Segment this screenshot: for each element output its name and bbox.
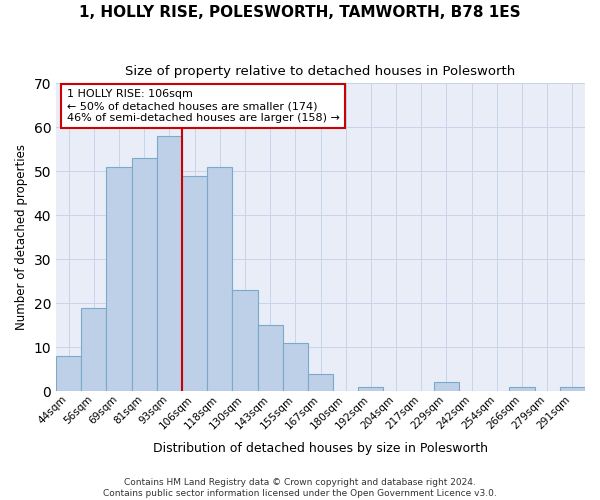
Bar [207,167,232,392]
Bar [358,387,383,392]
Bar [232,290,257,392]
Bar [81,308,106,392]
Bar [283,343,308,392]
Text: Contains HM Land Registry data © Crown copyright and database right 2024.
Contai: Contains HM Land Registry data © Crown c… [103,478,497,498]
Bar [56,356,81,392]
Text: 1, HOLLY RISE, POLESWORTH, TAMWORTH, B78 1ES: 1, HOLLY RISE, POLESWORTH, TAMWORTH, B78… [79,5,521,20]
Bar [308,374,333,392]
Title: Size of property relative to detached houses in Polesworth: Size of property relative to detached ho… [125,65,515,78]
Y-axis label: Number of detached properties: Number of detached properties [15,144,28,330]
Text: 1 HOLLY RISE: 106sqm
← 50% of detached houses are smaller (174)
46% of semi-deta: 1 HOLLY RISE: 106sqm ← 50% of detached h… [67,90,340,122]
X-axis label: Distribution of detached houses by size in Polesworth: Distribution of detached houses by size … [153,442,488,455]
Bar [257,326,283,392]
Bar [182,176,207,392]
Bar [509,387,535,392]
Bar [131,158,157,392]
Bar [434,382,459,392]
Bar [157,136,182,392]
Bar [560,387,585,392]
Bar [106,167,131,392]
